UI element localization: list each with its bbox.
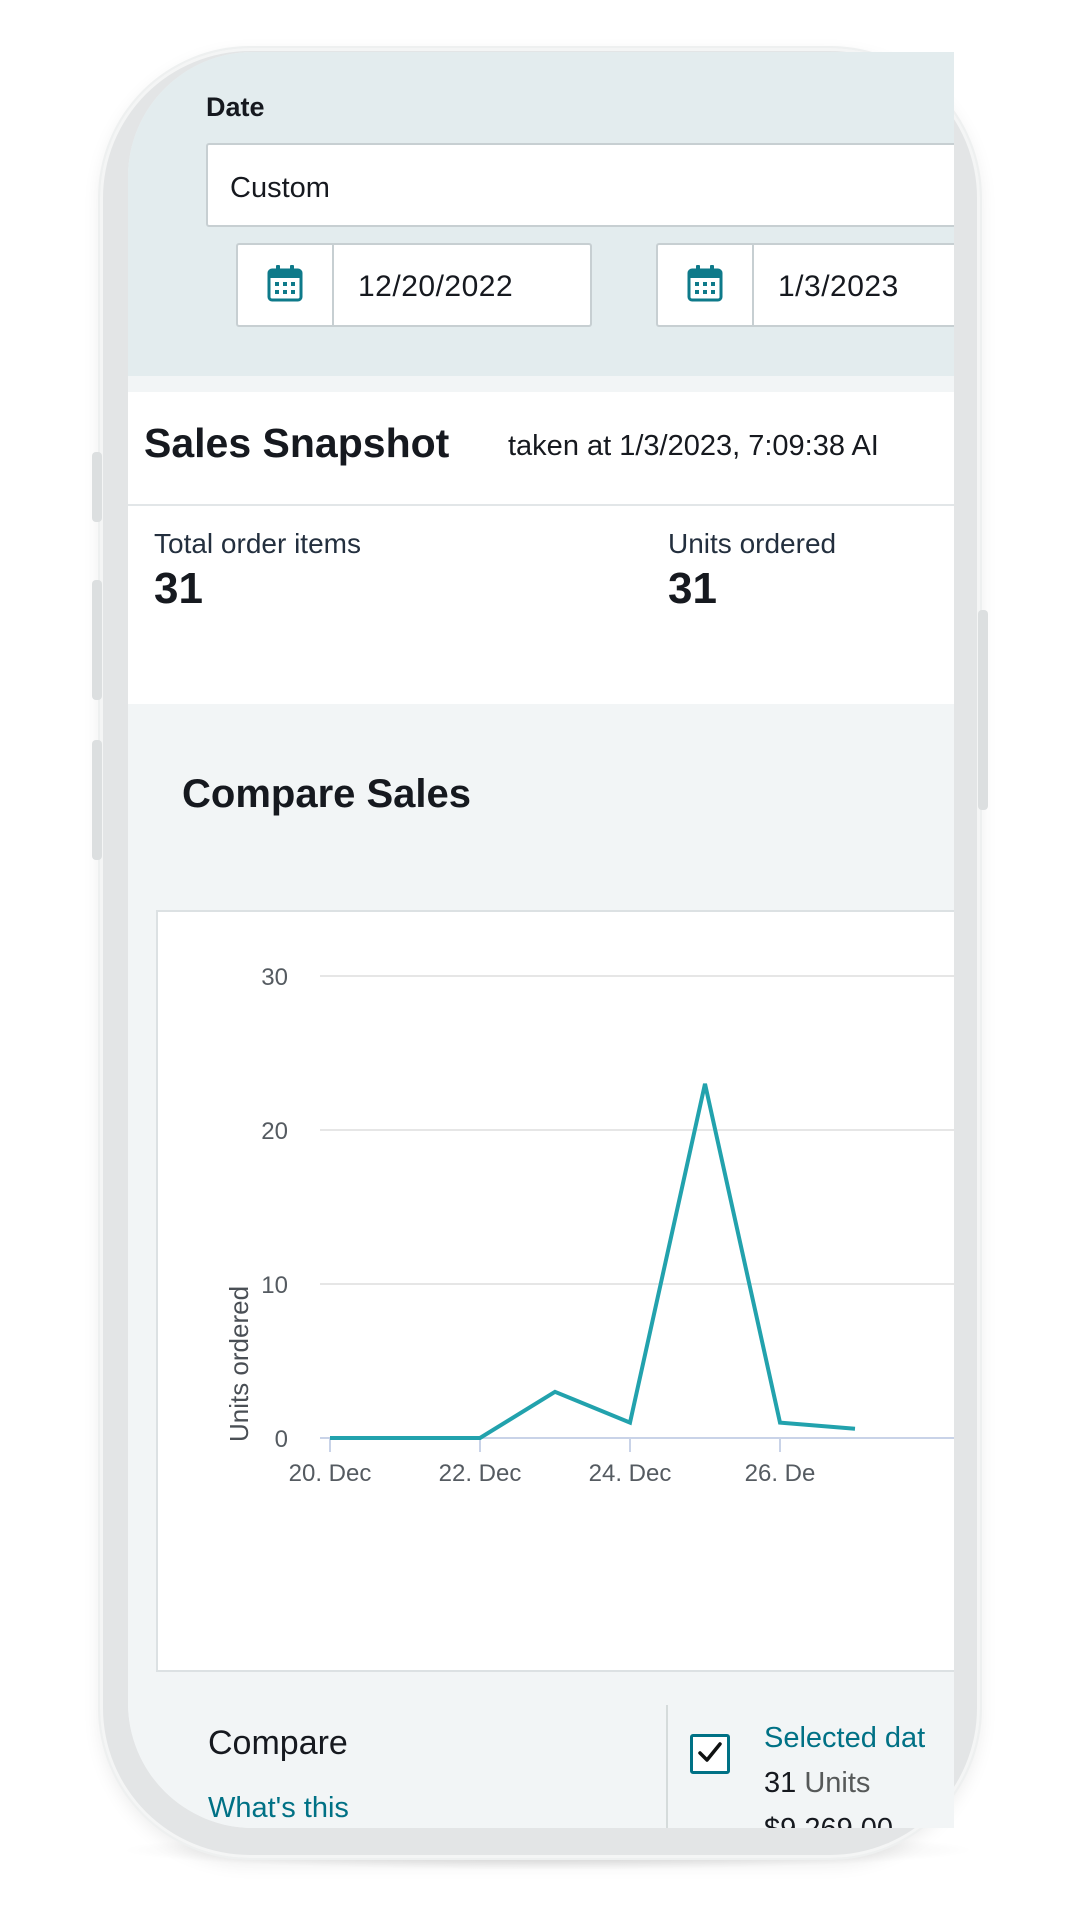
x-tick-label: 22. Dec <box>439 1460 522 1487</box>
compare-sales-title: Compare Sales <box>182 772 472 816</box>
compare-sales-section: Compare Sales 0 10 20 30 20. Dec 22. Dec 24. … <box>128 720 954 1828</box>
date-range-select[interactable]: Custom <box>206 143 954 227</box>
phone-side-button <box>978 610 988 810</box>
selected-date-label[interactable]: Selected dat <box>764 1722 926 1754</box>
x-tick-label: 24. Dec <box>589 1460 672 1487</box>
checkmark-icon <box>697 1740 723 1769</box>
phone-side-button <box>92 452 102 522</box>
y-tick-label: 30 <box>261 964 288 991</box>
snapshot-title: Sales Snapshot <box>144 420 450 466</box>
selected-price: $9,269.00 <box>764 1813 893 1828</box>
end-date-value: 1/3/2023 <box>778 270 899 303</box>
compare-divider <box>666 1705 668 1828</box>
divider <box>128 504 954 506</box>
chart-canvas: 0 10 20 30 20. Dec 22. Dec 24. Dec 26. De Unit… <box>224 964 954 1487</box>
metric-units-ordered-label: Units ordered <box>668 528 837 559</box>
calendar-icon <box>267 264 303 307</box>
calendar-icon <box>687 264 723 307</box>
metric-total-order-items-value: 31 <box>154 564 203 613</box>
units-ordered-series-line <box>330 1083 856 1440</box>
end-calendar-button[interactable] <box>658 245 754 325</box>
snapshot-timestamp: taken at 1/3/2023, 7:09:38 AI <box>508 430 879 462</box>
selected-date-checkbox[interactable] <box>690 1734 730 1774</box>
start-date-input[interactable]: 12/20/2022 <box>236 243 592 327</box>
units-ordered-chart: 0 10 20 30 20. Dec 22. Dec 24. Dec 26. De Unit… <box>156 910 954 1672</box>
date-filter-section: Date Custom 12/20/2022 <box>128 52 954 376</box>
date-label: Date <box>206 92 265 122</box>
start-calendar-button[interactable] <box>238 245 334 325</box>
compare-label: Compare <box>208 1724 348 1762</box>
y-tick-label: 20 <box>261 1118 288 1145</box>
phone-side-button <box>92 740 102 860</box>
end-date-input[interactable]: 1/3/2023 <box>656 243 954 327</box>
phone-screen: Date Custom 12/20/2022 <box>128 52 954 1828</box>
selected-units: 31 Units <box>764 1767 870 1800</box>
selected-units-value: 31 <box>764 1767 797 1799</box>
sales-snapshot-card: Sales Snapshot taken at 1/3/2023, 7:09:3… <box>128 392 954 704</box>
y-tick-label: 10 <box>261 1272 288 1299</box>
selected-units-word: Units <box>804 1767 871 1799</box>
x-tick-label: 26. De <box>745 1460 816 1487</box>
whats-this-link[interactable]: What's this <box>208 1792 349 1824</box>
y-tick-label: 0 <box>275 1426 288 1453</box>
start-date-value: 12/20/2022 <box>358 270 514 303</box>
y-axis-label: Units ordered <box>224 1286 254 1442</box>
metric-total-order-items-label: Total order items <box>154 528 361 559</box>
phone-side-button <box>92 580 102 700</box>
x-tick-label: 20. Dec <box>289 1460 372 1487</box>
metric-units-ordered-value: 31 <box>668 564 717 613</box>
